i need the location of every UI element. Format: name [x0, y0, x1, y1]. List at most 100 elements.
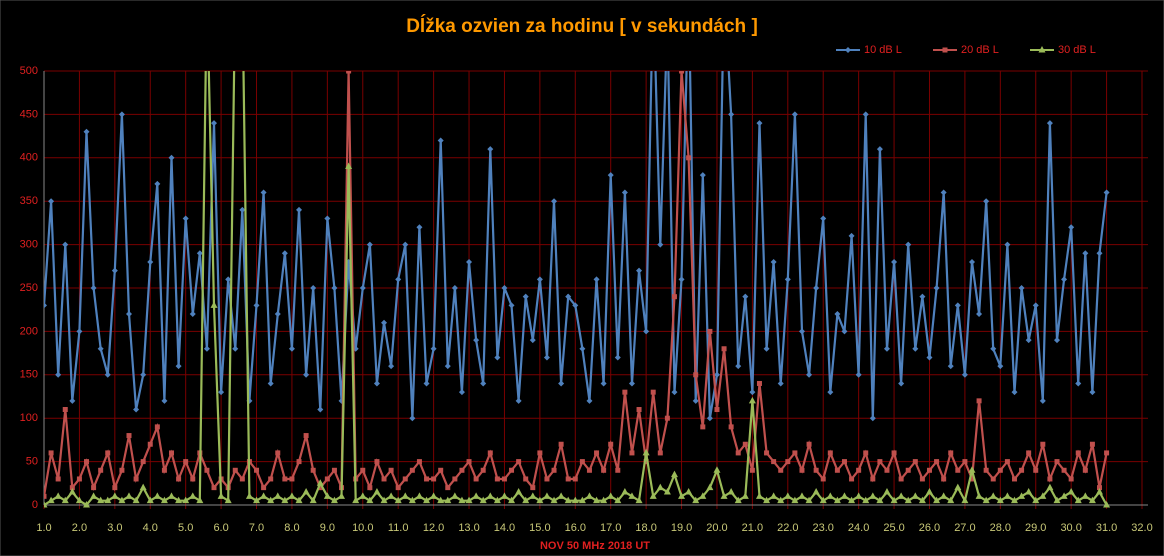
data-point	[947, 496, 955, 504]
data-point	[104, 371, 111, 378]
data-point	[834, 311, 841, 318]
data-point	[742, 293, 749, 300]
data-point	[834, 467, 840, 473]
data-point	[925, 487, 933, 495]
data-point	[225, 276, 232, 283]
data-point	[678, 276, 685, 283]
data-point	[444, 496, 452, 504]
data-point	[1061, 276, 1068, 283]
data-point	[359, 492, 367, 499]
data-point	[274, 311, 281, 318]
data-point	[1040, 441, 1046, 447]
y-tick-label: 50	[26, 456, 38, 468]
data-point	[564, 496, 572, 504]
data-point	[933, 285, 940, 291]
data-point	[1081, 492, 1089, 499]
data-point	[1082, 250, 1089, 257]
data-point	[83, 501, 91, 508]
data-point	[508, 302, 515, 309]
legend-marker	[845, 47, 851, 53]
data-point	[693, 372, 699, 378]
data-point	[254, 467, 260, 473]
data-point	[310, 467, 316, 473]
data-point	[827, 450, 833, 456]
data-point	[679, 71, 685, 74]
data-point	[558, 441, 564, 447]
data-point	[169, 450, 175, 456]
y-tick-label: 300	[20, 239, 38, 251]
data-point	[281, 496, 289, 504]
data-point	[75, 496, 83, 504]
data-point	[458, 389, 465, 396]
x-tick-label: 3.0	[107, 522, 122, 534]
data-point	[1089, 389, 1096, 396]
data-point	[742, 441, 748, 447]
data-point	[607, 172, 614, 179]
data-point	[288, 345, 295, 352]
data-point	[224, 496, 232, 504]
data-point	[182, 496, 190, 504]
data-point	[671, 389, 678, 396]
data-point	[281, 250, 288, 257]
data-point	[395, 276, 402, 283]
data-point	[912, 459, 918, 465]
data-point	[302, 487, 310, 495]
x-tick-label: 29.0	[1025, 522, 1046, 534]
data-point	[331, 285, 338, 291]
data-point	[69, 485, 75, 491]
data-point	[713, 371, 720, 378]
data-point	[727, 487, 735, 495]
data-point	[210, 301, 218, 308]
data-point	[395, 485, 401, 491]
data-point	[296, 206, 303, 213]
y-tick-label: 450	[20, 108, 38, 120]
data-point	[593, 496, 601, 504]
data-point	[232, 467, 238, 473]
data-point	[430, 492, 438, 499]
data-point	[1074, 496, 1082, 504]
data-point	[826, 492, 834, 499]
x-tick-label: 25.0	[883, 522, 904, 534]
data-point	[792, 450, 798, 456]
data-point	[48, 198, 55, 205]
data-point	[565, 476, 571, 482]
data-point	[812, 487, 820, 495]
x-tick-label: 18.0	[635, 522, 656, 534]
data-point	[996, 496, 1004, 504]
data-point	[1018, 492, 1026, 499]
data-point	[1068, 224, 1075, 231]
data-point	[764, 450, 770, 456]
data-point	[515, 487, 523, 495]
data-point	[1010, 496, 1018, 504]
data-point	[1060, 492, 1068, 499]
data-point	[536, 276, 543, 283]
data-point	[572, 302, 579, 309]
data-point	[260, 189, 267, 196]
data-point	[911, 492, 919, 499]
data-point	[1025, 487, 1033, 495]
data-point	[367, 485, 373, 491]
data-point	[771, 459, 777, 465]
data-point	[961, 496, 969, 504]
data-point	[997, 467, 1003, 473]
data-point	[1061, 467, 1067, 473]
data-point	[607, 492, 615, 499]
data-point	[147, 441, 153, 447]
data-point	[98, 467, 104, 473]
data-point	[345, 162, 353, 169]
data-point	[133, 406, 140, 413]
data-point	[211, 485, 217, 491]
data-point	[261, 485, 267, 491]
data-point	[926, 354, 933, 361]
x-tick-label: 31.0	[1096, 522, 1117, 534]
data-point	[728, 424, 734, 430]
data-point	[820, 215, 827, 222]
data-point	[586, 397, 593, 404]
data-point	[1104, 450, 1110, 456]
data-point	[55, 371, 62, 378]
data-point	[968, 258, 975, 265]
data-point	[97, 345, 104, 352]
data-point	[806, 371, 813, 378]
data-point	[976, 398, 982, 404]
y-tick-label: 250	[20, 282, 38, 294]
